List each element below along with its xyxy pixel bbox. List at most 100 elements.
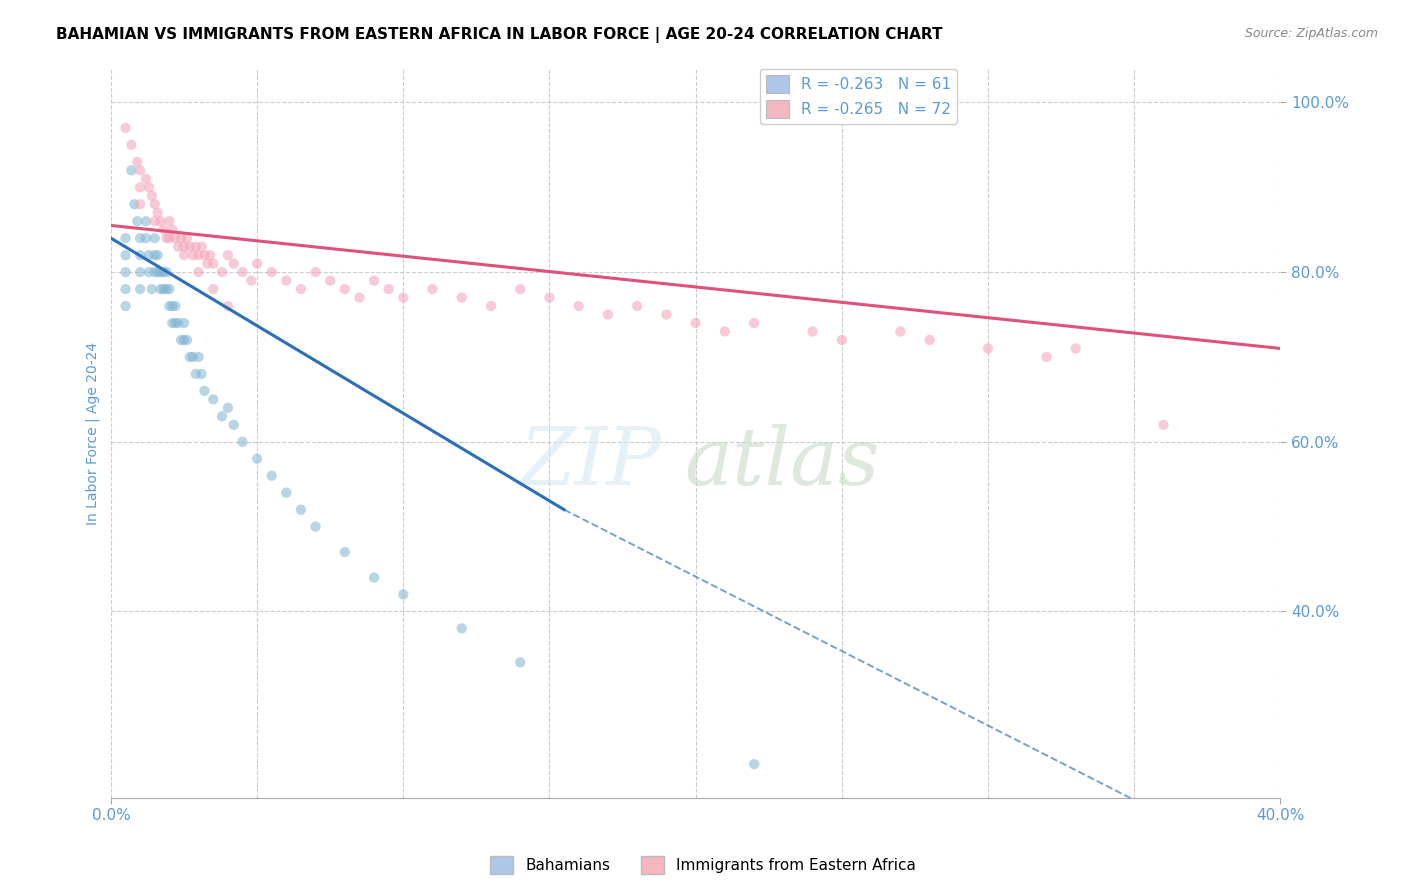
Point <box>202 282 225 296</box>
Point <box>120 163 142 178</box>
Point <box>129 180 152 194</box>
Text: BAHAMIAN VS IMMIGRANTS FROM EASTERN AFRICA IN LABOR FORCE | AGE 20-24 CORRELATIO: BAHAMIAN VS IMMIGRANTS FROM EASTERN AFRI… <box>56 27 943 43</box>
Legend: R = -0.263   N = 61, R = -0.265   N = 72: R = -0.263 N = 61, R = -0.265 N = 72 <box>759 69 957 124</box>
Point <box>176 231 198 245</box>
Point <box>181 248 204 262</box>
Point <box>141 282 163 296</box>
Point <box>114 120 136 135</box>
Point <box>290 282 312 296</box>
Point <box>155 265 177 279</box>
Point <box>190 240 212 254</box>
Point <box>152 223 174 237</box>
Point <box>157 282 180 296</box>
Point <box>319 274 342 288</box>
Point <box>217 248 239 262</box>
Point <box>162 223 184 237</box>
Text: atlas: atlas <box>683 424 879 501</box>
Point <box>290 502 312 516</box>
Point <box>129 197 152 211</box>
Point <box>138 265 160 279</box>
Point <box>568 299 591 313</box>
Point <box>138 248 160 262</box>
Point <box>155 231 177 245</box>
Point <box>149 214 172 228</box>
Point <box>304 265 326 279</box>
Point <box>193 248 215 262</box>
Point <box>363 570 385 584</box>
Point <box>155 282 177 296</box>
Point <box>714 325 737 339</box>
Point <box>165 231 187 245</box>
Point <box>222 417 245 432</box>
Point <box>152 282 174 296</box>
Point <box>179 350 201 364</box>
Point <box>143 265 166 279</box>
Legend: Bahamians, Immigrants from Eastern Africa: Bahamians, Immigrants from Eastern Afric… <box>484 850 922 880</box>
Point <box>1035 350 1057 364</box>
Point <box>165 299 187 313</box>
Point <box>135 171 157 186</box>
Point <box>187 248 209 262</box>
Point <box>129 265 152 279</box>
Point <box>170 333 193 347</box>
Point <box>211 409 233 424</box>
Point <box>260 468 283 483</box>
Point <box>685 316 707 330</box>
Point <box>304 519 326 533</box>
Point <box>333 545 356 559</box>
Point <box>157 231 180 245</box>
Point <box>422 282 444 296</box>
Point <box>509 282 531 296</box>
Point <box>127 214 149 228</box>
Point <box>450 291 472 305</box>
Point <box>276 274 298 288</box>
Point <box>152 265 174 279</box>
Text: Source: ZipAtlas.com: Source: ZipAtlas.com <box>1244 27 1378 40</box>
Point <box>918 333 941 347</box>
Point <box>349 291 371 305</box>
Point <box>176 333 198 347</box>
Point <box>146 248 169 262</box>
Point <box>127 154 149 169</box>
Point <box>162 299 184 313</box>
Point <box>211 265 233 279</box>
Point <box>181 350 204 364</box>
Point <box>246 257 269 271</box>
Point <box>831 333 853 347</box>
Point <box>801 325 824 339</box>
Point <box>149 265 172 279</box>
Point <box>135 214 157 228</box>
Point <box>129 231 152 245</box>
Point <box>509 656 531 670</box>
Point <box>217 401 239 415</box>
Point <box>200 248 222 262</box>
Point <box>377 282 399 296</box>
Point <box>129 248 152 262</box>
Point <box>129 163 152 178</box>
Point <box>655 308 678 322</box>
Point <box>190 367 212 381</box>
Point <box>977 342 1000 356</box>
Point <box>202 392 225 407</box>
Point <box>170 231 193 245</box>
Point <box>184 367 207 381</box>
Point <box>173 333 195 347</box>
Point <box>742 757 765 772</box>
Point <box>742 316 765 330</box>
Point <box>626 299 648 313</box>
Point <box>114 265 136 279</box>
Point <box>167 316 190 330</box>
Point <box>143 231 166 245</box>
Y-axis label: In Labor Force | Age 20-24: In Labor Force | Age 20-24 <box>86 342 100 524</box>
Point <box>120 137 142 152</box>
Point <box>157 299 180 313</box>
Point <box>479 299 502 313</box>
Point <box>276 485 298 500</box>
Point <box>143 197 166 211</box>
Point <box>179 240 201 254</box>
Point <box>146 265 169 279</box>
Point <box>392 587 415 601</box>
Point <box>450 621 472 635</box>
Point <box>162 316 184 330</box>
Point <box>240 274 263 288</box>
